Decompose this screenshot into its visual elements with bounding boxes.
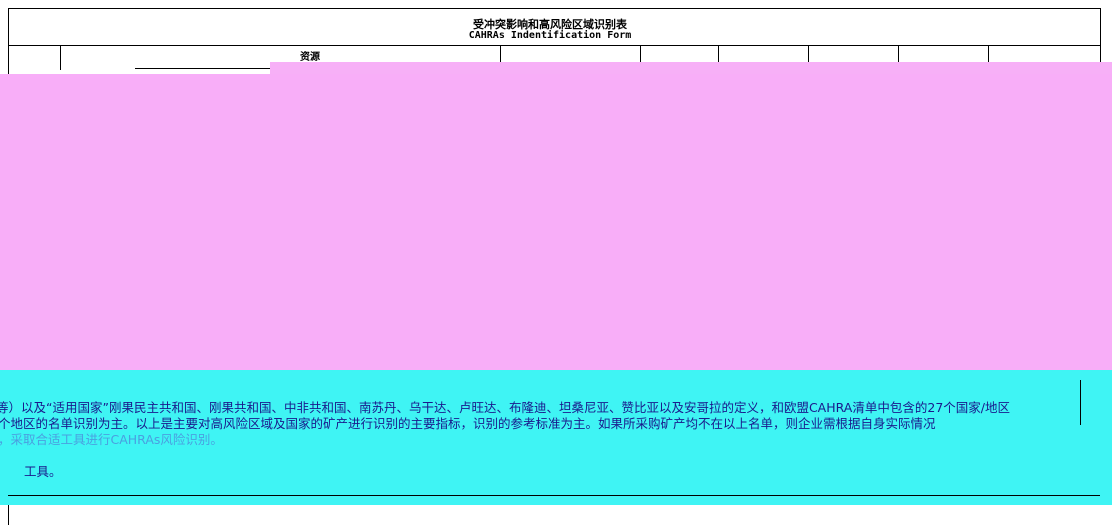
border: [500, 45, 501, 70]
border: [718, 45, 719, 70]
border: [60, 45, 61, 70]
border: [8, 8, 1100, 9]
border: [808, 45, 809, 70]
highlight: [0, 74, 1112, 370]
border: [898, 45, 899, 70]
border: [1080, 380, 1081, 425]
form-title: 受冲突影响和高风险区域识别表: [473, 18, 627, 31]
header-cell: 资源: [300, 52, 320, 63]
cell-text: 等）以及“适用国家”刚果民主共和国、刚果共和国、中非共和国、南苏丹、乌干达、卢旺…: [0, 400, 1010, 415]
border: [1100, 8, 1101, 68]
cell-text: 工具。: [24, 464, 62, 479]
blank: [20, 505, 1112, 525]
highlight: [270, 62, 1112, 76]
border: [8, 495, 1100, 496]
cell-text: 个地区的名单识别为主。以上是主要对高风险区域及国家的矿产进行识别的主要指标，识别…: [0, 416, 936, 431]
border: [135, 68, 275, 69]
border: [8, 45, 1100, 46]
cell-text: ，采取合适工具进行CAHRAs风险识别。: [0, 432, 223, 447]
border: [988, 45, 989, 70]
highlight: [0, 370, 1112, 505]
border: [640, 45, 641, 70]
form-subtitle: CAHRAs Indentification Form: [468, 30, 632, 41]
